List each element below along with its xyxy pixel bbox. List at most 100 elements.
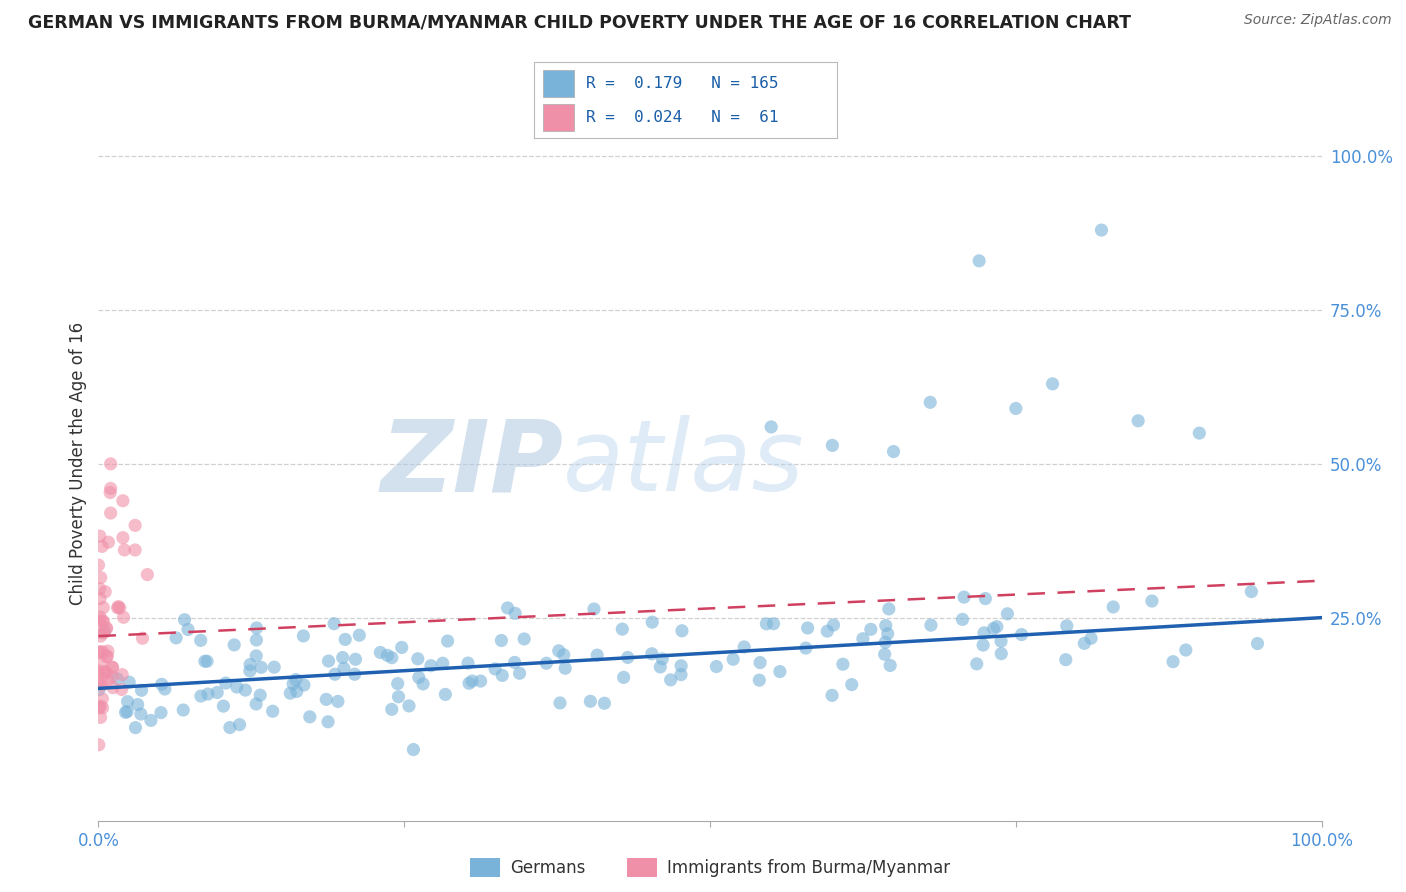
Point [920, 395, 942, 409]
Point [101, 670, 124, 684]
Point [616, 650, 638, 665]
Point [721, 652, 744, 666]
Point [90, 676, 112, 690]
Point [997, 607, 1019, 621]
Point [235, 683, 257, 698]
Point [513, 632, 536, 646]
Point [89, 625, 111, 640]
Point [250, 660, 273, 674]
Point [458, 676, 481, 690]
Point [89, 529, 111, 543]
Point [967, 253, 990, 268]
Point [107, 600, 129, 615]
Point [706, 659, 728, 673]
Point [873, 648, 896, 662]
Point [97, 535, 120, 549]
Point [875, 635, 897, 649]
Bar [543, 70, 574, 96]
Point [111, 667, 134, 681]
Point [796, 621, 818, 635]
Text: R =  0.179   N = 165: R = 0.179 N = 165 [586, 76, 778, 91]
Point [89, 582, 111, 596]
Point [298, 710, 321, 724]
Point [859, 623, 882, 637]
Point [1240, 584, 1263, 599]
Point [114, 706, 136, 720]
Point [593, 696, 616, 710]
Point [612, 622, 634, 636]
Point [1161, 655, 1184, 669]
Point [245, 632, 267, 647]
Point [391, 640, 413, 655]
Point [278, 686, 301, 700]
Point [990, 634, 1012, 648]
Point [841, 677, 863, 691]
Point [212, 699, 235, 714]
Point [131, 632, 153, 646]
Point [197, 687, 219, 701]
Point [484, 662, 506, 676]
Point [972, 638, 994, 652]
Point [96, 649, 118, 664]
Point [262, 704, 284, 718]
Point [97, 644, 120, 658]
Point [1011, 627, 1033, 641]
Point [129, 706, 152, 721]
Y-axis label: Child Poverty Under the Age of 16: Child Poverty Under the Age of 16 [69, 322, 87, 606]
Point [101, 681, 124, 695]
Text: Source: ZipAtlas.com: Source: ZipAtlas.com [1244, 13, 1392, 28]
Point [112, 543, 135, 558]
Point [548, 696, 571, 710]
Point [100, 457, 122, 471]
Point [177, 623, 200, 637]
Point [335, 632, 357, 647]
Point [966, 657, 988, 671]
Point [115, 705, 138, 719]
Point [387, 676, 409, 690]
Point [96, 665, 118, 680]
Point [117, 695, 139, 709]
Point [815, 624, 838, 639]
Point [131, 683, 153, 698]
Point [89, 700, 111, 714]
Point [832, 657, 855, 672]
Point [762, 616, 785, 631]
Point [349, 628, 371, 642]
Point [318, 654, 340, 668]
Point [124, 721, 146, 735]
Point [94, 584, 117, 599]
Point [877, 602, 900, 616]
Point [315, 692, 337, 706]
Point [91, 540, 114, 554]
Point [94, 665, 117, 679]
Point [983, 622, 1005, 636]
Point [111, 493, 134, 508]
Point [87, 682, 110, 697]
Point [582, 602, 605, 616]
Text: R =  0.024   N =  61: R = 0.024 N = 61 [586, 110, 778, 125]
Point [172, 703, 194, 717]
Point [748, 673, 770, 687]
Point [89, 699, 111, 714]
Point [205, 685, 228, 699]
Point [90, 710, 112, 724]
Point [118, 675, 141, 690]
Point [108, 601, 131, 615]
Point [669, 658, 692, 673]
Point [408, 670, 430, 684]
Point [90, 571, 112, 585]
Point [344, 652, 367, 666]
Point [194, 654, 217, 668]
Point [406, 652, 429, 666]
Point [127, 698, 149, 712]
Point [457, 656, 479, 670]
Point [381, 650, 404, 665]
Point [107, 599, 129, 614]
Point [91, 700, 114, 714]
Point [641, 615, 664, 629]
Point [1042, 376, 1064, 391]
Point [586, 648, 609, 662]
Point [755, 616, 778, 631]
Point [875, 618, 897, 632]
Point [377, 648, 399, 663]
